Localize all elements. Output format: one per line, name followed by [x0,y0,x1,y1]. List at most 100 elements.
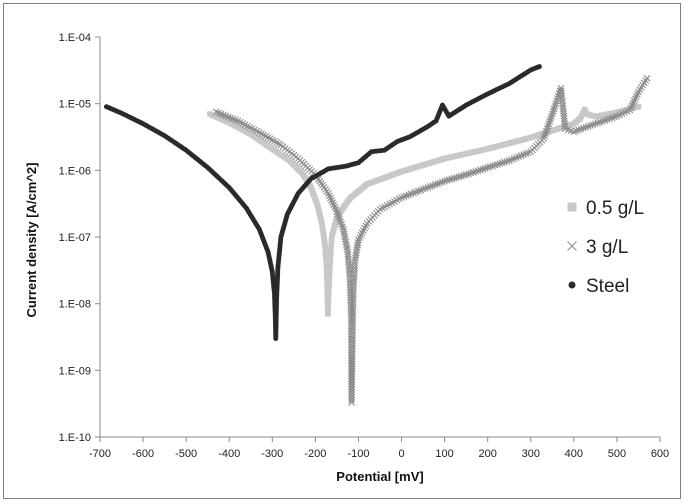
data-point [503,157,511,165]
data-point [441,177,449,185]
data-point [348,357,356,365]
x-tick-label: 300 [522,448,540,460]
data-point [349,342,356,350]
data-point [536,64,542,70]
data-point [349,332,356,340]
data-point [457,172,465,180]
data-point [455,173,463,181]
data-point [348,393,356,401]
data-point [349,319,357,327]
data-point [484,164,492,171]
y-tick-label: 1.E-06 [59,165,91,177]
data-point [348,360,356,368]
data-point [348,396,355,404]
data-point [349,311,357,319]
x-tick-label: 200 [479,448,497,460]
data-point [350,283,357,291]
series-0-5-g-l [207,103,642,317]
data-point [350,275,358,283]
y-tick-label: 1.E-10 [59,432,91,444]
data-point [351,262,359,269]
data-point [351,264,358,272]
y-tick-label: 1.E-07 [59,232,91,244]
x-tick-label: 500 [608,448,626,460]
x-tick-label: -400 [218,448,240,460]
data-point [348,391,356,399]
data-point [350,272,358,280]
data-point [349,298,357,306]
legend-marker [568,281,576,289]
data-point [481,164,489,172]
series-3-g-l [212,74,651,406]
data-point [349,314,357,322]
data-point [450,174,458,182]
data-point [465,170,472,178]
data-point [349,337,356,345]
data-point [348,350,356,357]
data-point [477,166,484,174]
data-point [635,103,642,110]
data-point [462,171,470,179]
data-point [349,296,357,304]
data-point [354,239,362,246]
data-point [348,347,356,355]
data-point [469,168,477,176]
x-tick-label: -500 [175,448,197,460]
data-point [349,293,357,301]
legend-entry: Steel [568,276,629,297]
data-point [453,174,460,181]
y-tick-label: 1.E-09 [59,365,91,377]
data-point [348,378,356,386]
y-tick-label: 1.E-04 [59,32,91,44]
data-point [348,388,356,396]
data-point [351,267,358,275]
chart-frame: -700 -600 -500 -400 -300 -200 -100 0 100 200 300 40… [3,3,681,499]
data-point [501,158,508,166]
legend-entry: 0.5 g/L [567,198,644,219]
data-point [349,329,357,337]
data-point [448,175,456,183]
data-point [643,74,651,82]
series-steel [103,64,542,342]
data-point [348,383,356,391]
data-point [350,280,358,288]
y-axis-title: Current density [A/cm^2] [24,163,39,318]
data-point [349,301,357,309]
data-point [348,386,356,393]
legend-label: Steel [586,276,629,297]
data-point [349,303,357,311]
data-point [349,345,356,352]
y-tick-label: 1.E-08 [59,299,91,311]
x-tick-label: -600 [132,448,154,460]
polarization-chart: -700 -600 -500 -400 -300 -200 -100 0 100 200 300 40… [24,32,670,484]
data-point [348,399,355,406]
data-point [460,172,468,179]
data-point [350,269,358,277]
data-point [489,162,496,170]
data-point [446,176,453,184]
data-point [348,352,356,360]
data-point [349,288,357,296]
x-tick-label: -200 [304,448,326,460]
data-point [498,159,506,167]
legend: 0.5 g/L 3 g/L Steel [567,198,644,297]
x-tick-label: -700 [89,448,111,460]
data-point [348,368,356,375]
x-axis-title: Potential [mV] [336,469,423,484]
data-point [348,375,356,383]
data-point [467,169,475,177]
data-point [350,277,358,285]
x-tick-label: -300 [261,448,283,460]
x-tick-label: 0 [398,448,404,460]
axes: -700 -600 -500 -400 -300 -200 -100 0 100 200 300 40… [59,32,670,460]
legend-marker [567,241,577,251]
legend-marker [567,202,577,212]
x-tick-label: 600 [651,448,669,460]
data-point [349,309,357,316]
x-tick-label: 100 [435,448,453,460]
x-tick-label: 400 [565,448,583,460]
data-point [349,316,357,324]
data-point [474,167,482,175]
data-point [349,339,356,347]
data-point [443,176,451,184]
